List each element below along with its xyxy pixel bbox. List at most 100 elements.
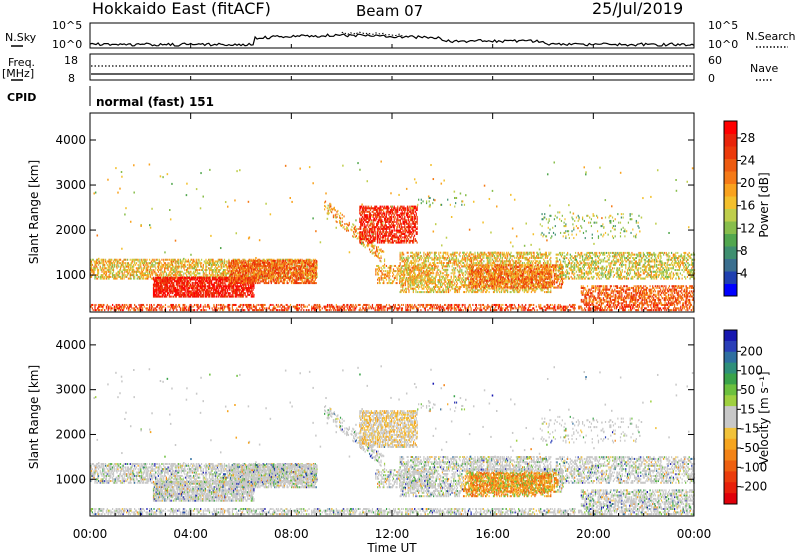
date-label: 25/Jul/2019	[592, 0, 683, 18]
power-echo-cell	[104, 272, 106, 275]
power-echo-cell	[380, 307, 382, 310]
power-echo-cell	[97, 262, 99, 265]
power-echo-cell	[279, 263, 281, 266]
power-echo-cell	[228, 278, 230, 281]
power-echo-cell	[166, 267, 168, 270]
power-echo-cell	[174, 285, 176, 288]
power-echo-cell	[239, 271, 242, 274]
power-echo-cell	[610, 307, 612, 310]
power-echo-cell	[315, 261, 317, 264]
power-echo-cell	[319, 303, 321, 306]
power-echo-cell	[125, 263, 127, 266]
power-echo-cell	[185, 292, 187, 295]
power-echo-cell	[191, 305, 193, 308]
power-echo-cell	[197, 305, 199, 308]
power-echo-cell	[175, 269, 177, 272]
power-echo-cell	[162, 265, 164, 268]
power-echo-cell	[180, 274, 182, 277]
power-echo-cell	[177, 260, 179, 263]
power-echo-cell	[167, 267, 169, 270]
power-echo-cell	[174, 265, 176, 268]
power-echo-cell	[242, 293, 244, 296]
power-echo-cell	[160, 305, 162, 308]
power-echo-cell	[171, 262, 173, 265]
power-echo-cell	[117, 305, 119, 308]
power-echo-cell	[143, 272, 145, 275]
power-echo-cell	[141, 309, 144, 312]
power-echo-cell	[193, 272, 196, 275]
power-echo-cell	[619, 305, 621, 308]
power-echo-cell	[206, 269, 208, 272]
power-echo-cell	[136, 270, 138, 273]
power-echo-cell	[393, 303, 395, 306]
power-echo-cell	[186, 270, 189, 273]
power-echo-cell	[180, 292, 182, 295]
power-echo-cell	[378, 305, 380, 308]
power-echo-cell	[243, 282, 245, 285]
power-echo-cell	[307, 278, 309, 281]
power-echo-cell	[97, 272, 100, 275]
power-echo-cell	[193, 263, 195, 266]
freq-tick-top: 18	[64, 54, 78, 67]
power-echo-cell	[285, 261, 287, 264]
power-echo-cell	[300, 282, 302, 285]
power-echo-cell	[122, 269, 124, 272]
power-echo-cell	[185, 260, 187, 263]
power-echo-cell	[150, 265, 152, 268]
power-echo-cell	[152, 265, 154, 268]
power-echo-cell	[221, 293, 223, 296]
power-echo-cell	[339, 222, 342, 225]
power-echo-cell	[298, 307, 300, 310]
power-echo-cell	[155, 307, 157, 310]
power-echo-cell	[343, 225, 345, 228]
power-echo-cell	[170, 269, 172, 272]
power-echo-cell	[265, 271, 267, 274]
power-echo-cell	[151, 263, 153, 266]
power-echo-cell	[139, 258, 141, 261]
power-echo-cell	[281, 270, 283, 273]
power-echo-cell	[90, 269, 93, 272]
power-echo-cell	[485, 305, 487, 308]
power-echo-cell	[451, 305, 453, 308]
power-echo-cell	[653, 307, 655, 310]
power-echo-cell	[155, 287, 157, 290]
power-echo-cell	[605, 305, 607, 308]
power-echo-cell	[280, 259, 282, 262]
power-echo-cell	[482, 303, 485, 306]
power-echo-cell	[678, 307, 680, 310]
power-echo-cell	[306, 265, 308, 268]
power-echo-cell	[188, 280, 190, 283]
power-echo-cell	[275, 259, 277, 262]
power-echo-cell	[219, 280, 222, 283]
power-echo-cell	[277, 276, 279, 279]
power-echo-cell	[137, 267, 139, 270]
power-echo-cell	[146, 258, 148, 261]
power-echo-cell	[444, 303, 447, 306]
power-echo-cell	[236, 290, 238, 293]
power-echo-cell	[299, 271, 301, 274]
power-echo-cell	[178, 263, 180, 266]
power-echo-cell	[197, 265, 199, 268]
power-echo-cell	[145, 277, 147, 280]
power-echo-cell	[199, 260, 201, 263]
power-echo-cell	[233, 295, 235, 298]
power-echo-cell	[319, 305, 322, 308]
power-echo-cell	[127, 309, 130, 312]
power-echo-cell	[631, 307, 633, 310]
power-echo-cell	[252, 292, 254, 295]
power-echo-cell	[260, 268, 262, 271]
power-echo-cell	[169, 270, 171, 273]
power-echo-cell	[202, 287, 204, 290]
power-echo-cell	[223, 309, 225, 312]
power-echo-cell	[251, 287, 253, 290]
power-echo-cell	[357, 228, 359, 231]
power-echo-cell	[315, 259, 317, 262]
power-echo-cell	[211, 280, 213, 283]
power-echo-cell	[331, 211, 333, 214]
power-echo-cell	[175, 305, 177, 308]
power-echo-cell	[178, 270, 180, 273]
power-echo-cell	[114, 258, 116, 261]
power-echo-cell	[226, 295, 229, 298]
power-echo-cell	[178, 303, 181, 306]
power-echo-cell	[113, 277, 115, 280]
